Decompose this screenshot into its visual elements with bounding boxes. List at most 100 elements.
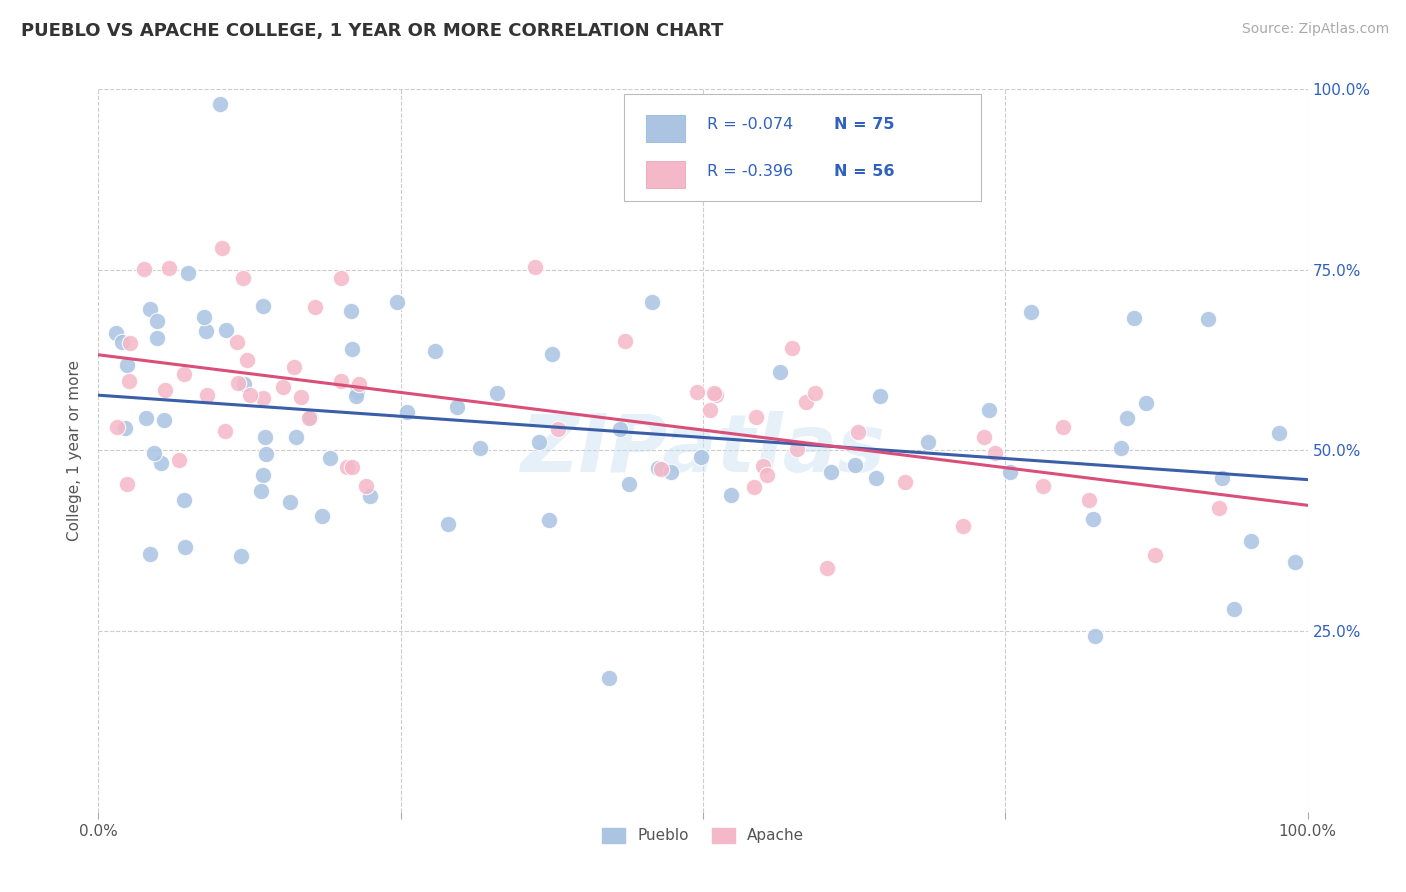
Point	[686, 384, 709, 399]
Point	[755, 468, 778, 483]
Point	[118, 336, 141, 351]
Point	[527, 435, 550, 450]
Point	[865, 471, 887, 485]
Point	[115, 358, 138, 372]
Point	[283, 359, 305, 374]
Point	[229, 549, 252, 564]
Point	[252, 299, 274, 313]
Point	[117, 477, 139, 491]
Point	[1052, 420, 1074, 434]
Point	[468, 442, 491, 456]
Point	[720, 488, 742, 502]
Point	[613, 334, 636, 349]
Point	[104, 326, 127, 340]
Point	[215, 323, 238, 337]
Point	[1109, 441, 1132, 455]
Point	[659, 465, 682, 479]
Point	[250, 483, 273, 498]
Point	[153, 383, 176, 397]
Text: PUEBLO VS APACHE COLLEGE, 1 YEAR OR MORE CORRELATION CHART: PUEBLO VS APACHE COLLEGE, 1 YEAR OR MORE…	[21, 22, 724, 40]
Point	[118, 374, 141, 388]
Point	[290, 390, 312, 404]
Point	[423, 343, 446, 358]
Point	[1081, 512, 1104, 526]
Y-axis label: College, 1 year or more: College, 1 year or more	[67, 360, 83, 541]
Point	[752, 459, 775, 474]
Point	[998, 466, 1021, 480]
Point	[803, 385, 825, 400]
Point	[346, 385, 368, 400]
Point	[396, 405, 419, 419]
Point	[239, 388, 262, 402]
Point	[1284, 555, 1306, 569]
Point	[139, 302, 162, 317]
Point	[173, 368, 195, 382]
Point	[354, 478, 377, 492]
Point	[609, 422, 631, 436]
Point	[347, 377, 370, 392]
Point	[135, 411, 157, 425]
Point	[815, 561, 838, 575]
Point	[979, 403, 1001, 417]
FancyBboxPatch shape	[624, 95, 981, 202]
Point	[786, 442, 808, 457]
Point	[1208, 500, 1230, 515]
Point	[446, 400, 468, 414]
Text: R = -0.396: R = -0.396	[707, 164, 793, 178]
Point	[844, 458, 866, 472]
Point	[745, 410, 768, 425]
Point	[252, 391, 274, 405]
Legend: Pueblo, Apache: Pueblo, Apache	[595, 821, 811, 851]
Point	[1115, 411, 1137, 425]
Point	[1268, 425, 1291, 440]
Point	[984, 446, 1007, 460]
Point	[1135, 396, 1157, 410]
Point	[538, 513, 561, 527]
Point	[523, 260, 546, 274]
Point	[177, 267, 200, 281]
Point	[330, 271, 353, 285]
Point	[650, 462, 672, 476]
Point	[254, 447, 277, 461]
Point	[211, 242, 233, 256]
Point	[1239, 533, 1261, 548]
Point	[336, 459, 359, 474]
Point	[794, 394, 817, 409]
Point	[253, 429, 276, 443]
Point	[173, 540, 195, 554]
Point	[285, 430, 308, 444]
Point	[742, 479, 765, 493]
Point	[271, 380, 294, 394]
Point	[690, 450, 713, 464]
Point	[768, 365, 790, 379]
Point	[134, 262, 156, 277]
Point	[236, 352, 259, 367]
Point	[232, 270, 254, 285]
Point	[1211, 471, 1233, 485]
Point	[1032, 478, 1054, 492]
Point	[486, 386, 509, 401]
Text: N = 75: N = 75	[834, 117, 894, 132]
Text: R = -0.074: R = -0.074	[707, 117, 793, 132]
Point	[153, 413, 176, 427]
Point	[330, 375, 353, 389]
Point	[194, 324, 217, 338]
Point	[1019, 305, 1042, 319]
Point	[340, 304, 363, 318]
Text: N = 56: N = 56	[834, 164, 894, 178]
Point	[359, 489, 381, 503]
Point	[145, 314, 167, 328]
Point	[298, 409, 321, 424]
Point	[193, 310, 215, 324]
Point	[893, 475, 915, 489]
Point	[150, 456, 173, 470]
Point	[540, 347, 562, 361]
Point	[209, 96, 232, 111]
FancyBboxPatch shape	[647, 161, 685, 188]
Point	[157, 261, 180, 276]
Point	[105, 420, 128, 434]
Point	[1122, 310, 1144, 325]
Point	[619, 476, 641, 491]
Point	[139, 547, 162, 561]
Point	[973, 430, 995, 444]
